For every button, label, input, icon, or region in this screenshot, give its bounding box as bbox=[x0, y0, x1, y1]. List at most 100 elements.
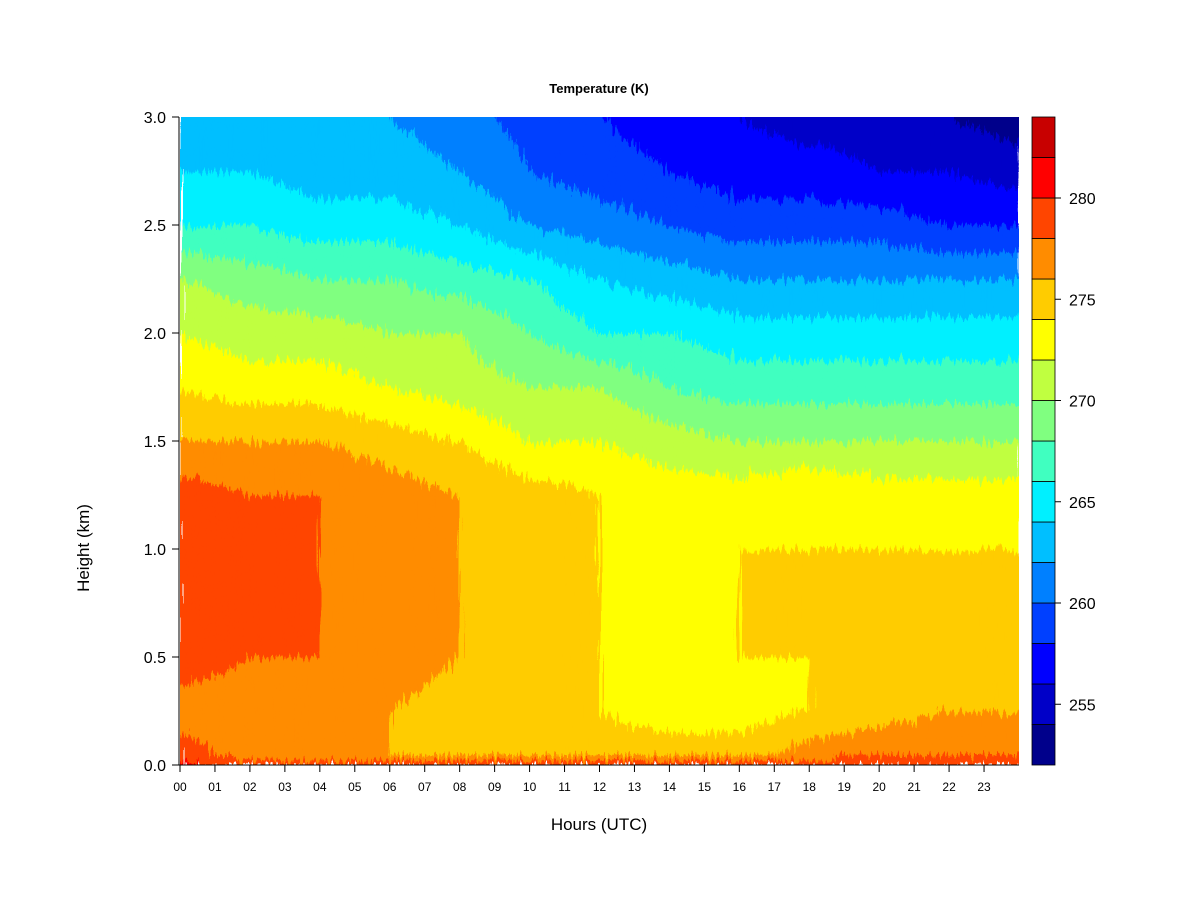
heatmap-cell bbox=[246, 694, 251, 701]
heatmap-cell bbox=[204, 333, 209, 340]
heatmap-cell bbox=[221, 360, 227, 367]
heatmap-cell bbox=[243, 106, 247, 112]
heatmap-cell bbox=[225, 333, 230, 340]
heatmap-cell bbox=[228, 662, 234, 669]
heatmap-cell bbox=[281, 106, 285, 112]
heatmap-cell bbox=[204, 214, 209, 221]
heatmap-cell bbox=[200, 721, 206, 728]
heatmap-cell bbox=[193, 441, 199, 448]
heatmap-cell bbox=[235, 640, 241, 647]
heatmap-cell bbox=[249, 122, 255, 129]
heatmap-cell bbox=[253, 554, 258, 561]
heatmap-cell bbox=[204, 543, 209, 550]
heatmap-cell bbox=[232, 225, 237, 232]
heatmap-cell bbox=[225, 414, 230, 421]
heatmap-cell bbox=[183, 306, 188, 313]
heatmap-cell bbox=[200, 338, 206, 345]
heatmap-cell bbox=[186, 435, 192, 442]
heatmap-cell bbox=[183, 451, 188, 458]
heatmap-cell bbox=[249, 635, 255, 642]
heatmap-cell bbox=[214, 522, 220, 529]
heatmap-cell bbox=[253, 354, 258, 361]
heatmap-cell bbox=[228, 257, 234, 264]
heatmap-cell bbox=[253, 684, 258, 691]
heatmap-cell bbox=[242, 360, 248, 367]
heatmap-cell bbox=[183, 457, 188, 464]
heatmap-cell bbox=[228, 592, 234, 599]
heatmap-cell bbox=[221, 732, 227, 739]
heatmap-cell bbox=[235, 235, 241, 242]
heatmap-cell bbox=[239, 522, 244, 529]
heatmap-cell bbox=[239, 473, 244, 480]
heatmap-cell bbox=[204, 235, 209, 242]
heatmap-cell bbox=[180, 338, 185, 345]
heatmap-cell bbox=[197, 640, 202, 647]
heatmap-cell bbox=[235, 570, 241, 577]
heatmap-cell bbox=[249, 613, 255, 620]
heatmap-cell bbox=[239, 419, 244, 426]
heatmap-cell bbox=[242, 230, 248, 237]
heatmap-cell bbox=[246, 635, 251, 642]
heatmap-cell bbox=[183, 235, 188, 242]
heatmap-cell bbox=[204, 705, 209, 712]
heatmap-cell bbox=[235, 716, 241, 723]
heatmap-cell bbox=[235, 316, 241, 323]
heatmap-cell bbox=[193, 376, 199, 383]
heatmap-cell bbox=[207, 721, 213, 728]
heatmap-cell bbox=[211, 640, 216, 647]
heatmap-cell bbox=[221, 435, 227, 442]
heatmap-cell bbox=[249, 581, 255, 588]
heatmap-cell bbox=[225, 354, 230, 361]
heatmap-cell bbox=[249, 273, 255, 280]
heatmap-cell bbox=[225, 187, 230, 194]
heatmap-cell bbox=[183, 446, 188, 453]
heatmap-cell bbox=[197, 748, 202, 755]
heatmap-cell bbox=[200, 689, 206, 696]
heatmap-cell bbox=[194, 106, 198, 112]
heatmap-cell bbox=[228, 246, 234, 253]
heatmap-cell bbox=[186, 522, 192, 529]
heatmap-cell bbox=[228, 300, 234, 307]
heatmap-cell bbox=[228, 630, 234, 637]
heatmap-cell bbox=[218, 635, 223, 642]
heatmap-cell bbox=[225, 743, 230, 750]
heatmap-cell bbox=[281, 117, 286, 118]
heatmap-cell bbox=[232, 354, 237, 361]
heatmap-cell bbox=[221, 171, 227, 178]
heatmap-cell bbox=[193, 608, 199, 615]
heatmap-cell bbox=[253, 468, 258, 475]
heatmap-cell bbox=[218, 349, 223, 356]
heatmap-cell bbox=[186, 716, 192, 723]
heatmap-cell bbox=[200, 538, 206, 545]
heatmap-cell bbox=[218, 738, 223, 745]
heatmap-cell bbox=[221, 176, 227, 183]
heatmap-cell bbox=[229, 106, 233, 112]
heatmap-cell bbox=[193, 414, 199, 421]
heatmap-cell bbox=[186, 316, 192, 323]
heatmap-cell bbox=[180, 230, 185, 237]
heatmap-cell bbox=[190, 646, 195, 653]
heatmap-cell bbox=[225, 284, 230, 291]
heatmap-cell bbox=[197, 689, 202, 696]
heatmap-cell bbox=[253, 738, 258, 745]
heatmap-cell bbox=[200, 360, 206, 367]
heatmap-cell bbox=[239, 127, 244, 134]
heatmap-cell bbox=[242, 716, 248, 723]
heatmap-cell bbox=[249, 117, 255, 124]
heatmap-cell bbox=[204, 586, 209, 593]
heatmap-cell bbox=[228, 651, 234, 658]
heatmap-cell bbox=[225, 597, 230, 604]
heatmap-cell bbox=[190, 424, 195, 431]
heatmap-cell bbox=[218, 306, 223, 313]
heatmap-cell bbox=[221, 322, 227, 329]
heatmap-cell bbox=[218, 360, 223, 367]
heatmap-cell bbox=[207, 484, 213, 491]
heatmap-cell bbox=[232, 117, 237, 118]
heatmap-cell bbox=[183, 289, 188, 296]
heatmap-cell bbox=[193, 127, 199, 134]
heatmap-cell bbox=[193, 522, 199, 529]
heatmap-cell bbox=[204, 144, 209, 151]
heatmap-cell bbox=[200, 403, 206, 410]
heatmap-cell bbox=[232, 203, 237, 210]
heatmap-cell bbox=[197, 662, 202, 669]
